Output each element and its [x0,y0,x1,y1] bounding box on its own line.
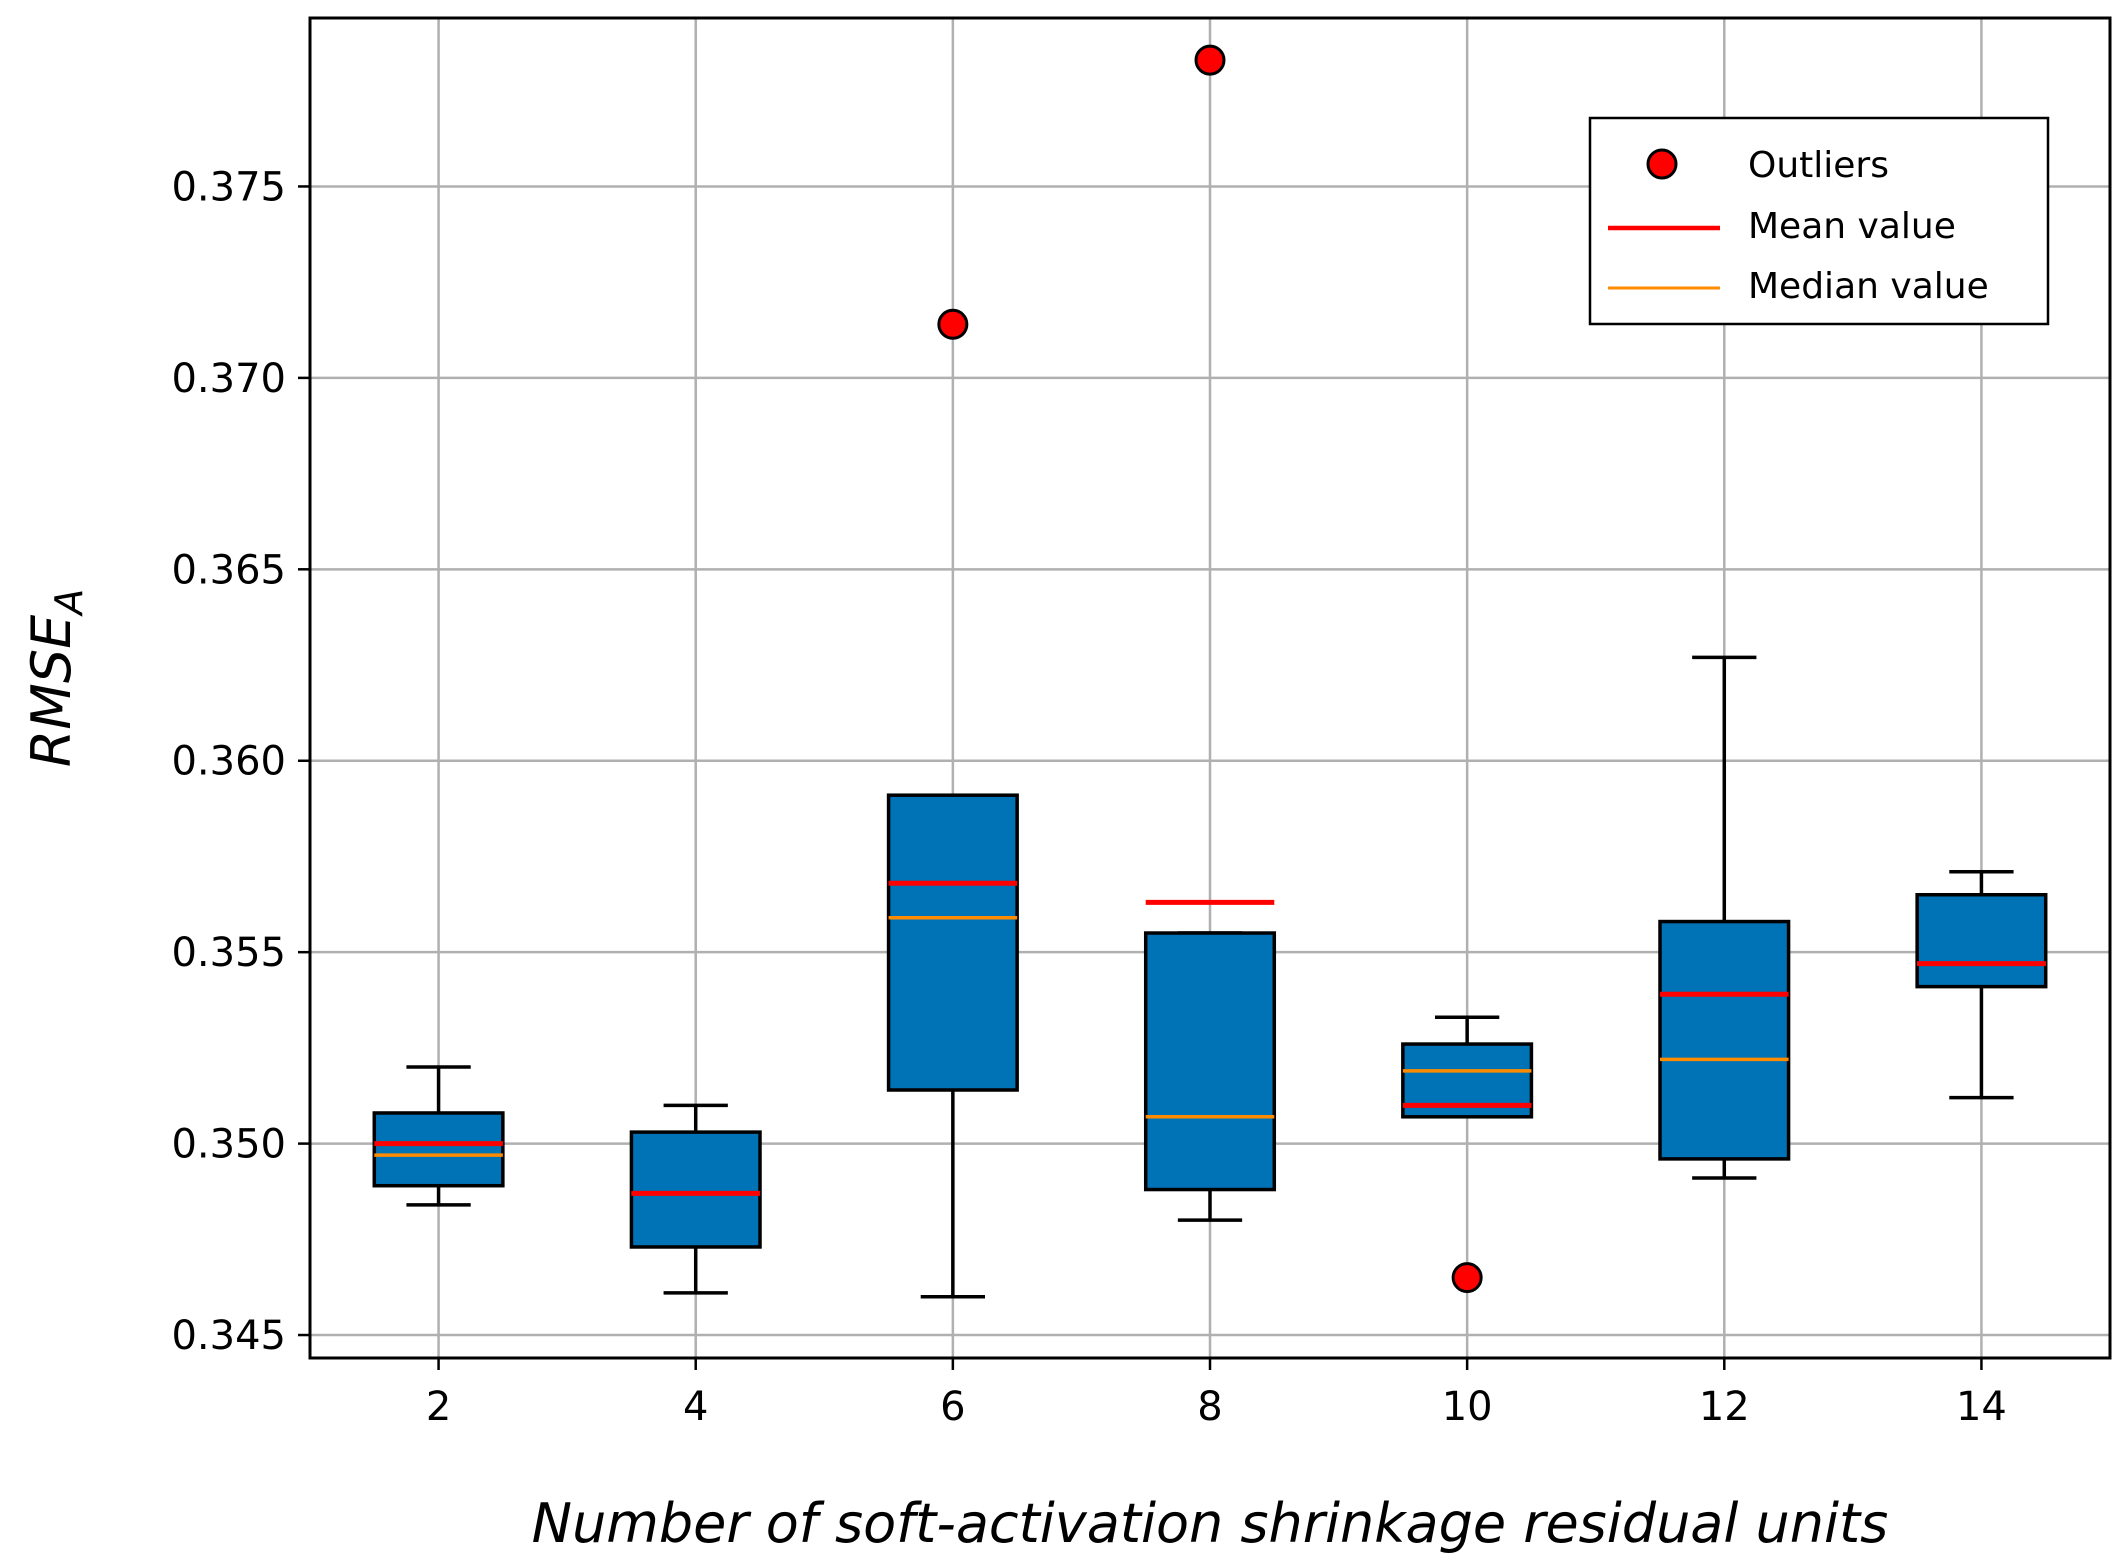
legend-mean-label: Mean value [1748,206,1956,247]
y-tick-label: 0.355 [171,930,286,976]
iqr-box [886,793,1019,1092]
box-group [1143,44,1277,1222]
y-tick-label: 0.375 [171,164,286,210]
box-group [1401,1015,1534,1294]
box-group [629,1103,762,1295]
axis-ticks: 2 4 6 8 10 12 14 0.345 0.350 0.355 0.360 0.365 0.370… [171,164,2006,1430]
y-tick-label: 0.360 [171,739,286,785]
outlier-point [1451,1262,1483,1294]
outlier-point [937,308,969,340]
x-tick-label: 8 [1197,1384,1222,1430]
iqr-box [1658,919,1791,1161]
iqr-box [1915,892,2048,989]
y-axis-title-main: RMSE [20,614,83,767]
box-group [1915,870,2048,1100]
x-tick-label: 12 [1699,1384,1750,1430]
y-tick-label: 0.370 [171,356,286,402]
outlier-point [1194,44,1226,76]
y-tick-label: 0.350 [171,1122,286,1168]
box-group [886,308,1019,1299]
y-tick-label: 0.365 [171,547,286,593]
legend-outlier-marker [1646,148,1678,180]
y-tick-label: 0.345 [171,1313,286,1359]
legend: Outliers Mean value Median value [1588,116,2050,326]
x-tick-label: 10 [1442,1384,1493,1430]
box-group [1658,655,1791,1180]
legend-median-label: Median value [1748,266,1989,307]
x-tick-label: 4 [683,1384,708,1430]
iqr-box [1143,931,1277,1192]
legend-outliers-label: Outliers [1748,145,1889,186]
iqr-box [372,1111,505,1188]
x-axis-title: Number of soft-activation shrinkage resi… [532,1492,1889,1555]
x-tick-label: 6 [940,1384,965,1430]
x-tick-label: 2 [426,1384,451,1430]
y-axis-title: RMSEA [20,589,91,768]
x-tick-label: 14 [1956,1384,2007,1430]
y-axis-title-subscript: A [47,589,91,618]
box-plot-series [372,44,2048,1299]
iqr-box [629,1130,762,1249]
box-group [372,1065,505,1207]
